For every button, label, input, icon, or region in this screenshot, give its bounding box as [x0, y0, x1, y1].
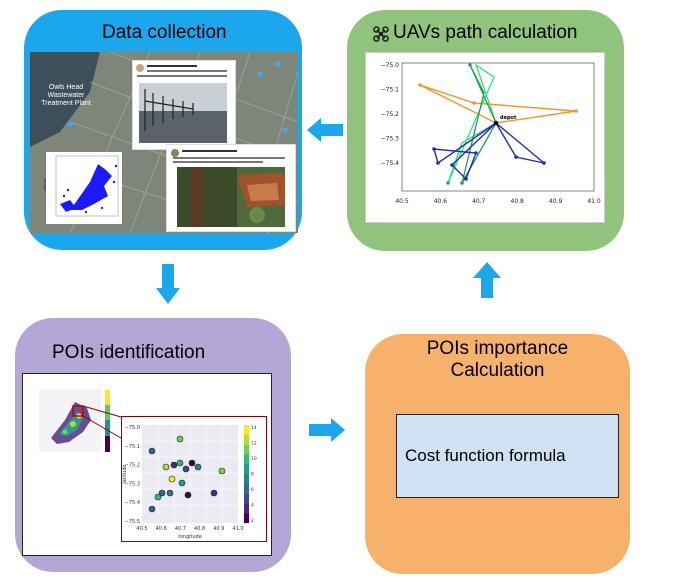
colorbar-segment: [244, 454, 249, 465]
colorbar-tick: 6: [251, 487, 254, 493]
uav-x-tick: 40.5: [395, 198, 409, 205]
pois-x-tick: 40.6: [156, 526, 167, 532]
pois-y-tick: −75.3: [125, 481, 140, 487]
uav-y-tick: −75.1: [381, 87, 400, 94]
colorbar-tick: 4: [251, 503, 254, 509]
pois-identification-box: POIs identification: [15, 318, 291, 572]
colorbar-segment: [244, 444, 249, 455]
map-place-label: Owls Head Wastewater Treatment Plant: [41, 84, 91, 107]
scatter-ylabel: latitude: [41, 178, 47, 191]
colorbar-segment: [244, 513, 249, 524]
pois-y-tick: −75.0: [125, 425, 140, 431]
arrow-up: [473, 262, 501, 298]
uav-x-tick: 40.6: [434, 198, 448, 205]
pois-x-tick: 41.0: [232, 526, 243, 532]
tweet-card: [166, 144, 296, 232]
pois-x-tick: 40.5: [136, 526, 147, 532]
uav-x-tick: 40.9: [549, 198, 563, 205]
colorbar-tick: 2: [251, 518, 254, 524]
tweet-card: [132, 60, 236, 150]
arrow-left: [307, 118, 343, 142]
tweet-image: [171, 149, 285, 227]
pois-importance-box: POIs importance Calculation Cost functio…: [365, 334, 630, 574]
pois-y-tick: −75.4: [125, 500, 140, 506]
arrow-down: [156, 264, 180, 304]
cost-function-box: Cost function formula: [396, 414, 619, 498]
drone-icon: [373, 26, 389, 42]
uav-y-tick: −75.2: [381, 111, 400, 118]
pois-importance-title: POIs importance Calculation: [365, 338, 630, 382]
pois-plot-panel: 40.5 40.6 40.7 40.8 40.9 41.0 −75.0 −75.1 −75.2…: [22, 373, 272, 556]
uav-y-tick: −75.3: [381, 136, 400, 143]
pois-importance-title-line2: Calculation: [450, 360, 545, 381]
pois-importance-title-line1: POIs importance: [426, 338, 569, 359]
arrow-right: [309, 418, 345, 442]
colorbar-tick: 14: [251, 425, 257, 431]
pois-x-tick: 40.9: [213, 526, 224, 532]
pois-x-tick: 40.7: [175, 526, 186, 532]
colorbar-tick: 8: [251, 472, 254, 478]
cost-function-label: Cost function formula: [405, 446, 566, 465]
pois-identification-title: POIs identification: [52, 342, 206, 363]
colorbar-segment: [244, 464, 249, 475]
colorbar-segment: [244, 493, 249, 504]
colorbar-segment: [244, 483, 249, 494]
pois-ylabel: latitude: [122, 464, 128, 483]
uav-x-tick: 41.0: [587, 198, 601, 205]
uav-y-tick: −75.4: [381, 160, 400, 167]
colorbar-segment: [244, 434, 249, 445]
colorbar-segment: [244, 503, 249, 514]
pois-zoom-plot: 40.5 40.6 40.7 40.8 40.9 41.0 −75.0 −75.1 −75.2…: [121, 416, 267, 542]
pois-xlabel: longitude: [178, 534, 202, 540]
colorbar-tick: 12: [251, 441, 257, 447]
uav-x-tick: 40.8: [511, 198, 525, 205]
colorbar-segment: [244, 474, 249, 484]
data-collection-title: Data collection: [102, 22, 227, 43]
data-collection-box: Data collection Owls Head Wastewater Tre…: [24, 10, 302, 250]
uav-path-chart: depot 40.5 40.6 40.7 40.8 40.9 41.0 −75.0 −75.…: [381, 62, 601, 205]
tweet-scatter-plot: [55, 155, 119, 217]
uav-path-box: UAVs path calculation depot 40.5 40.6 40.7…: [347, 10, 624, 251]
pois-y-tick: −75.2: [125, 463, 140, 469]
scatter-inset: latitude: [42, 152, 122, 224]
colorbar-segment: [244, 425, 249, 435]
pois-scatter-chart: 40.5 40.6 40.7 40.8 40.9 41.0 −75.0 −75.1 −75.2…: [122, 425, 257, 540]
zoom-connector: [82, 405, 122, 439]
colorbar-tick: 10: [251, 456, 257, 462]
map-screenshot: Owls Head Wastewater Treatment Plant: [30, 52, 298, 233]
uav-y-tick: −75.0: [381, 62, 400, 69]
pois-y-tick: −75.1: [125, 444, 140, 450]
pois-y-tick: −75.5: [125, 519, 140, 525]
uav-path-plot: depot 40.5 40.6 40.7 40.8 40.9 41.0 −75.0 −75.…: [365, 52, 605, 223]
uav-x-tick: 40.7: [472, 198, 486, 205]
pois-x-tick: 40.8: [194, 526, 205, 532]
uav-path-title: UAVs path calculation: [393, 22, 578, 43]
depot-label: depot: [500, 115, 517, 121]
tweet-image: [136, 64, 227, 143]
